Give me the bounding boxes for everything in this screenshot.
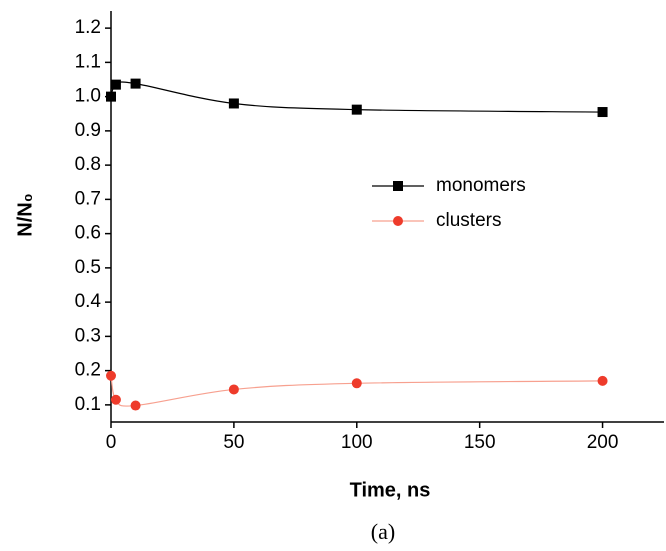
marker [110, 394, 121, 405]
marker [130, 78, 141, 89]
y-tick-label: 0.7 [75, 188, 101, 209]
marker [106, 370, 116, 381]
legend-label: clusters [436, 210, 501, 231]
legend-marker [393, 181, 403, 191]
y-tick-label: 0.8 [75, 154, 101, 175]
x-tick-label: 100 [341, 432, 373, 453]
y-axis-label: N/N₀ [14, 193, 36, 236]
marker [351, 104, 362, 115]
y-tick-label: 1.1 [75, 51, 101, 72]
x-tick-label: 150 [464, 432, 496, 453]
legend-marker [393, 216, 403, 226]
marker [351, 378, 362, 389]
marker [110, 79, 121, 90]
marker [228, 98, 239, 109]
x-axis-label: Time, ns [350, 479, 431, 501]
marker [597, 375, 608, 386]
marker [106, 91, 116, 102]
y-tick-label: 0.6 [75, 223, 101, 244]
y-tick-label: 0.4 [75, 291, 102, 312]
y-tick-label: 0.9 [75, 120, 101, 141]
marker [228, 384, 239, 395]
caption: (a) [371, 519, 395, 544]
y-tick-label: 1.2 [75, 17, 101, 38]
marker [597, 107, 608, 118]
y-tick-label: 1.0 [75, 86, 101, 107]
x-tick-label: 50 [223, 432, 244, 453]
y-tick-label: 0.1 [75, 394, 101, 415]
y-tick-label: 0.3 [75, 325, 101, 346]
y-tick-label: 0.5 [75, 257, 101, 278]
marker [130, 400, 141, 411]
y-tick-label: 0.2 [75, 360, 101, 381]
legend-label: monomers [436, 175, 526, 196]
x-tick-label: 200 [587, 432, 619, 453]
x-tick-label: 0 [106, 432, 117, 453]
